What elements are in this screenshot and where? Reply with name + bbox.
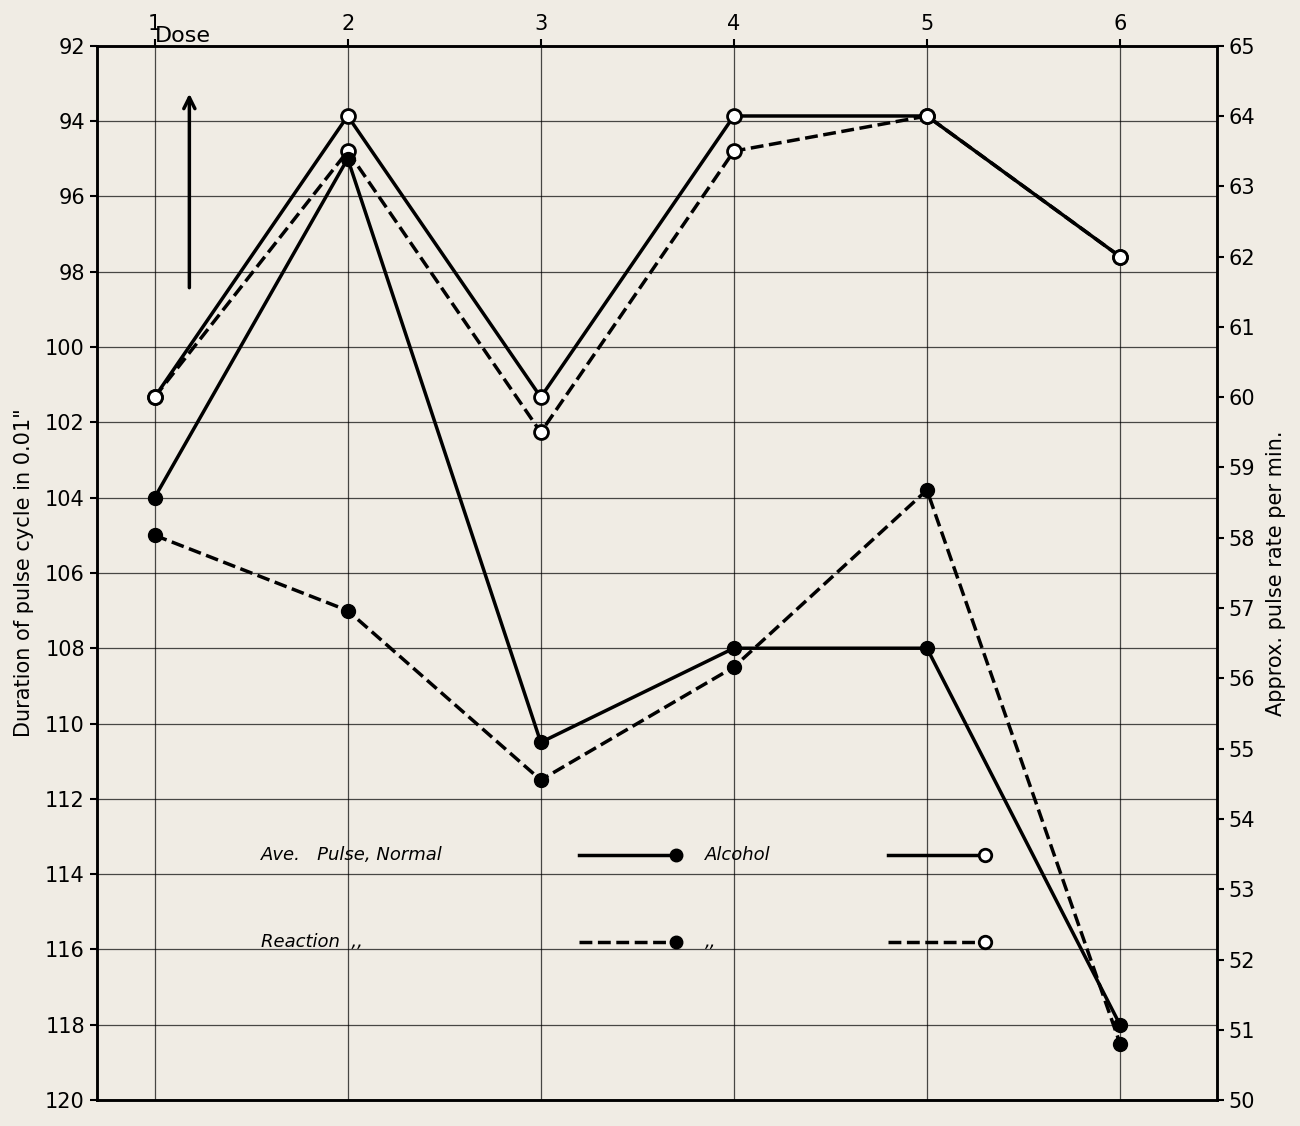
Text: Reaction  ,,: Reaction ,, bbox=[261, 933, 363, 951]
Text: Dose: Dose bbox=[155, 26, 211, 46]
Y-axis label: Approx. pulse rate per min.: Approx. pulse rate per min. bbox=[1266, 430, 1286, 716]
Text: Ave.   Pulse, Normal: Ave. Pulse, Normal bbox=[261, 847, 442, 865]
Text: ,,: ,, bbox=[705, 933, 716, 951]
Y-axis label: Duration of pulse cycle in 0.01": Duration of pulse cycle in 0.01" bbox=[14, 409, 34, 738]
Text: Alcohol: Alcohol bbox=[705, 847, 771, 865]
